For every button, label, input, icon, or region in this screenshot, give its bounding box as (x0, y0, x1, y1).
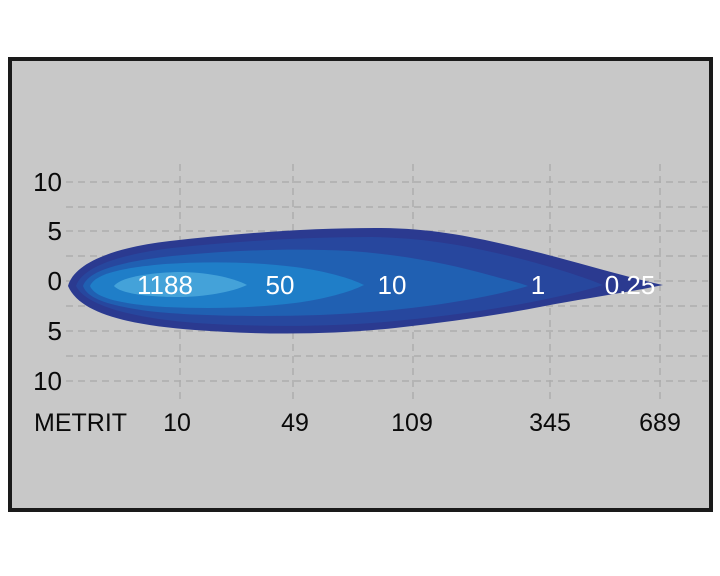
beam-contours (68, 228, 663, 334)
y-axis-tick: 10 (33, 167, 62, 197)
contour-label-1: 1 (530, 270, 546, 300)
y-axis-tick: 5 (47, 316, 62, 346)
x-axis-tick: 109 (391, 409, 433, 437)
contour-label-50: 50 (265, 270, 295, 300)
contour-label-10: 10 (377, 270, 407, 300)
x-axis-tick: 345 (529, 409, 571, 437)
y-axis-tick: 0 (47, 266, 62, 296)
x-axis-tick: 49 (281, 409, 309, 437)
contour-label-1188: 1188 (137, 270, 193, 300)
y-axis-tick: 10 (33, 366, 62, 396)
x-axis-title: METRIT (34, 409, 128, 437)
x-axis-tick: 10 (163, 409, 191, 437)
x-axis-tick: 689 (639, 409, 681, 437)
beam-contour-1188-lux (114, 272, 247, 297)
contour-label-0-25: 0.25 (604, 270, 656, 300)
y-axis-tick: 5 (47, 216, 62, 246)
